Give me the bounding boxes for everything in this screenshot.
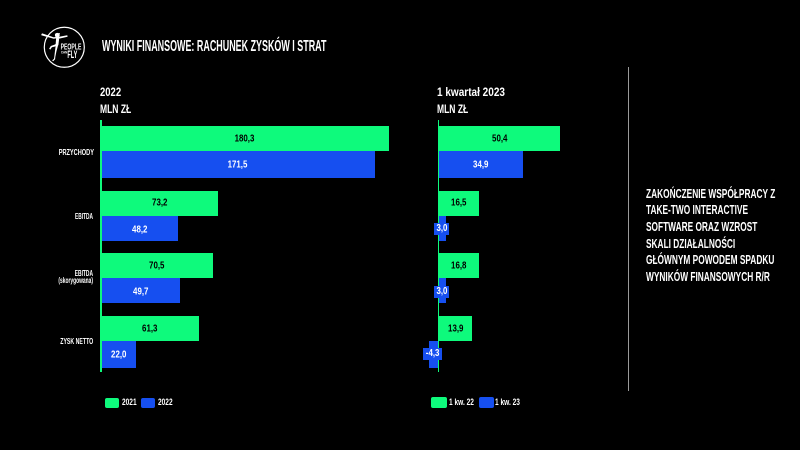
svg-text:PEOPLE: PEOPLE bbox=[61, 42, 82, 52]
svg-text:FLY: FLY bbox=[67, 49, 77, 61]
svg-text:CAN: CAN bbox=[61, 50, 67, 55]
